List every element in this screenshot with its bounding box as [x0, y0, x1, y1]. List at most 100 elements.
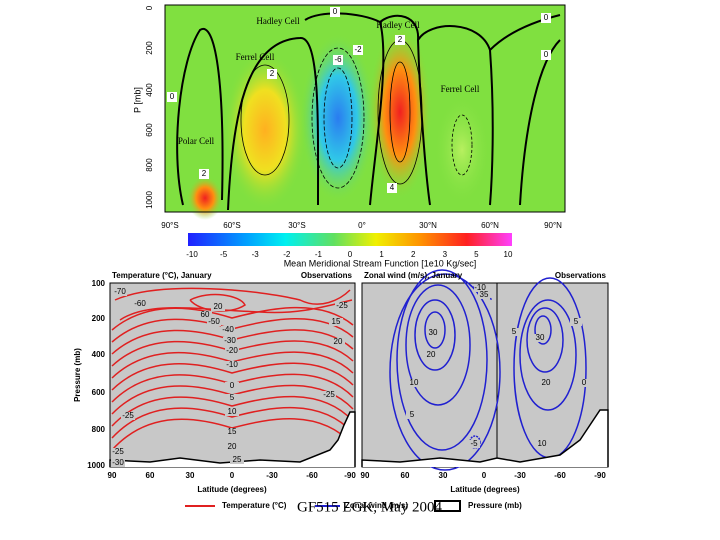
x-tick-label: -30 — [514, 471, 526, 480]
contour-line — [396, 269, 488, 451]
contour-label-bg — [395, 35, 405, 45]
contour-label-bg — [225, 443, 239, 451]
ferrel-north-blob — [434, 95, 490, 205]
colorbar-tick-label: -3 — [252, 250, 260, 259]
legend-swatch — [434, 500, 461, 512]
contour-line — [526, 307, 564, 373]
y-tick-label: 1000 — [145, 191, 154, 209]
contour-label: 20 — [427, 350, 436, 359]
y-tick-label: 400 — [92, 350, 106, 359]
contour-label: -20 — [226, 346, 238, 355]
contour-label: 5 — [230, 393, 235, 402]
contour-label-bg — [353, 45, 363, 55]
contour-line — [111, 306, 354, 331]
contour-label-bg — [536, 440, 548, 448]
colorbar-tick-label: 0 — [348, 250, 353, 259]
ferrel-blob — [223, 50, 307, 210]
panel-background — [109, 282, 356, 468]
contour-label: 30 — [429, 328, 438, 337]
contour-label-bg — [578, 379, 590, 387]
colorbar-label: Mean Meridional Stream Function [1e10 Kg… — [284, 258, 477, 268]
contour-label: 10 — [228, 407, 237, 416]
cell-label: Hadley Cell — [376, 20, 420, 30]
footer: GF515 LGK, May 2004 — [297, 499, 442, 515]
contour-label-bg — [167, 92, 177, 102]
x-tick-label: 60°N — [481, 221, 499, 230]
y-tick-label: 800 — [92, 425, 106, 434]
colorbar-tick-label: -10 — [186, 250, 198, 259]
contour-label: -5 — [470, 439, 478, 448]
cell-label: Ferrel Cell — [236, 52, 275, 62]
thin-contours — [240, 39, 473, 189]
contour-label-bg — [267, 69, 277, 79]
colorbar — [188, 233, 512, 246]
contour-label-bg — [198, 311, 212, 319]
contour-label: 0 — [333, 7, 338, 16]
contour-label-bg — [541, 13, 551, 23]
contour-label: 2 — [202, 169, 207, 178]
contour-line — [389, 273, 501, 471]
x-tick-label: 30 — [186, 471, 195, 480]
x-tick-label: 30°S — [288, 221, 305, 230]
contour-label: 0 — [544, 50, 549, 59]
pressure-outline — [361, 409, 609, 467]
contour-label-bg — [121, 412, 135, 420]
contour-label: 60 — [201, 310, 210, 319]
legend-label: Temperature (°C) — [222, 501, 287, 510]
contour-label-bg — [111, 459, 125, 467]
x-tick-label: 90°S — [161, 221, 178, 230]
x-tick-label: 60 — [401, 471, 410, 480]
contour-label: -25 — [122, 411, 134, 420]
y-tick-label: 600 — [92, 388, 106, 397]
x-tick-label: 90 — [108, 471, 117, 480]
x-tick-label: 30°N — [419, 221, 437, 230]
contour-line — [519, 299, 577, 411]
y-tick-label: 600 — [145, 123, 154, 137]
x-tick-label: -90 — [594, 471, 606, 480]
contour-label: -10 — [226, 360, 238, 369]
contour-line — [111, 362, 354, 391]
contour-label: 5 — [574, 317, 579, 326]
x-tick-label: 90°N — [544, 221, 562, 230]
contour-line — [111, 407, 354, 439]
x-tick-label: 0° — [358, 221, 366, 230]
contour-label-bg — [474, 284, 486, 292]
contour-label: -50 — [208, 317, 220, 326]
contour-label-bg — [541, 50, 551, 60]
polar-blob — [187, 176, 223, 220]
contour-label: 0 — [582, 378, 587, 387]
contour-label-bg — [211, 303, 225, 311]
contour-label-bg — [427, 329, 439, 337]
legend-label: Zonal wind (m/s) — [345, 501, 408, 510]
contour-label-bg — [406, 411, 418, 419]
contour-label-bg — [335, 302, 349, 310]
contour-label-bg — [570, 318, 582, 326]
contour-label: -25 — [323, 390, 335, 399]
cell-label: Hadley Cell — [256, 16, 300, 26]
contour-label-bg — [133, 300, 147, 308]
contour-label-bg — [508, 328, 520, 336]
y-tick-label: 200 — [92, 314, 106, 323]
contour-label: 5 — [410, 410, 415, 419]
contour-label-bg — [478, 291, 490, 299]
x-tick-label: 0 — [230, 471, 235, 480]
contour-label: 20 — [214, 302, 223, 311]
contour-label: 10 — [410, 378, 419, 387]
contour-label-bg — [330, 7, 340, 17]
contour-label: -30 — [224, 336, 236, 345]
y-tick-label: 800 — [145, 158, 154, 172]
x-tick-label: 30 — [439, 471, 448, 480]
x-axis-label: Latitude (degrees) — [197, 485, 267, 494]
contour-label: -70 — [114, 287, 126, 296]
contour-label-bg — [468, 440, 480, 448]
contour-label-bg — [225, 361, 239, 369]
contour-line — [424, 311, 446, 349]
colorbar-tick-label: 10 — [504, 250, 513, 259]
contour-line — [414, 299, 456, 371]
panel-title: Temperature (°C), January — [112, 271, 212, 280]
contour-label-bg — [333, 55, 343, 65]
colorbar-tick-label: 1 — [379, 250, 384, 259]
y-axis-label: Pressure (mb) — [73, 348, 82, 402]
